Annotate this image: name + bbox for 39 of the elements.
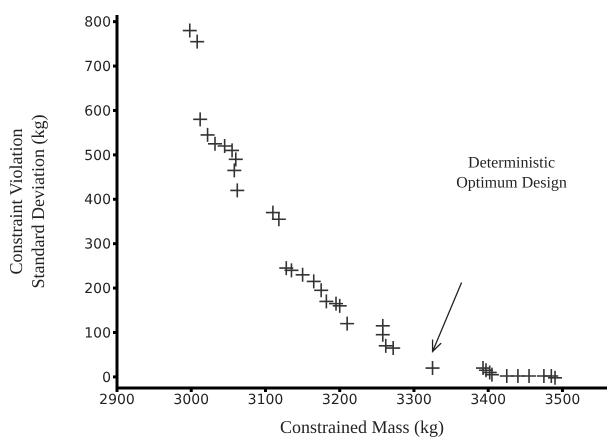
point (424, 360, 440, 376)
point (378, 338, 394, 354)
point (339, 316, 355, 332)
point (294, 266, 310, 283)
point (229, 182, 246, 198)
point (182, 22, 198, 38)
x-tick-label: 3200 (322, 392, 358, 408)
point (374, 326, 391, 343)
y-tick-label: 800 (84, 14, 111, 31)
point (284, 262, 300, 278)
x-tick-label: 2900 (99, 392, 135, 408)
x-tick-label: 3300 (396, 392, 432, 408)
point (328, 296, 344, 312)
point (318, 294, 334, 310)
y-tick-label: 600 (84, 103, 111, 120)
x-tick-label: 3500 (544, 392, 580, 408)
point (278, 260, 294, 276)
y-tick-label: 100 (84, 325, 111, 342)
point (189, 34, 205, 50)
x-tick-label: 3000 (173, 392, 210, 408)
x-axis-title: Constrained Mass (kg) (280, 417, 444, 437)
point (332, 298, 348, 314)
point (547, 370, 563, 386)
y-axis-title: Constraint Violation Standard Deviation (kg) (6, 114, 48, 288)
x-tick-label: 3100 (248, 392, 284, 408)
point (385, 340, 401, 356)
y-tick-label: 0 (102, 370, 111, 386)
point (544, 368, 560, 384)
y-tick-label: 500 (84, 148, 111, 164)
point (192, 112, 208, 128)
point (226, 162, 242, 178)
y-tick-label: 300 (84, 236, 111, 253)
point (228, 152, 244, 168)
annotation: Deterministic Optimum Design (456, 154, 567, 192)
y-tick-label: 200 (84, 281, 111, 298)
y-tick-label: 400 (84, 192, 111, 208)
x-tick-label: 3400 (470, 392, 506, 408)
y-tick-label: 700 (84, 59, 111, 76)
point (521, 368, 537, 384)
